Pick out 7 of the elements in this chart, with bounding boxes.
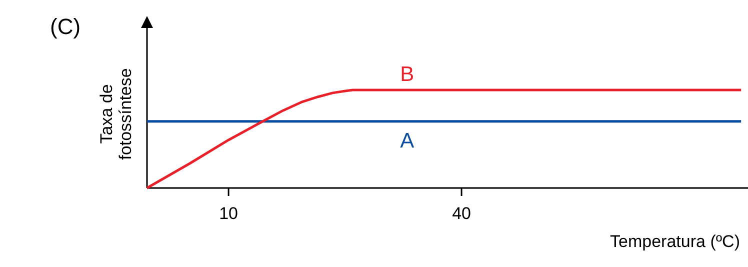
y-axis-title: Taxa de fotossíntese [97, 68, 135, 160]
series-label: B [400, 63, 414, 86]
chart-title: (C) [50, 14, 81, 39]
series-label: A [400, 129, 414, 152]
x-tick-label: 40 [452, 204, 471, 223]
x-axis-title: Temperatura (ºC) [610, 232, 740, 251]
x-tick-label: 10 [219, 204, 238, 223]
